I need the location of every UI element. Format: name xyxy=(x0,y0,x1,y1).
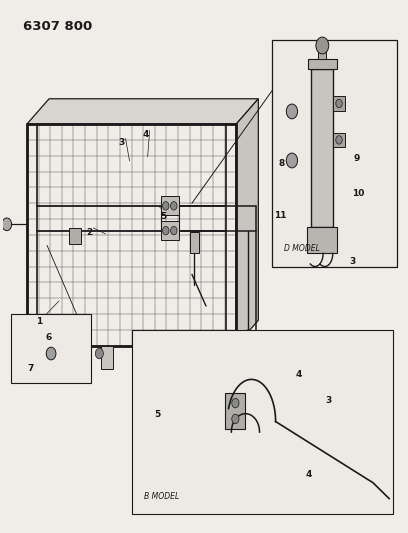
Circle shape xyxy=(171,201,177,210)
Circle shape xyxy=(171,227,177,235)
Circle shape xyxy=(162,201,169,210)
Polygon shape xyxy=(236,99,258,345)
Bar xyxy=(307,227,337,253)
Circle shape xyxy=(336,136,342,144)
Text: 10: 10 xyxy=(352,189,364,198)
Bar xyxy=(333,133,345,147)
Text: 11: 11 xyxy=(274,211,286,220)
Bar xyxy=(311,69,333,227)
Circle shape xyxy=(286,153,297,168)
Text: B MODEL: B MODEL xyxy=(144,492,179,501)
Text: 5: 5 xyxy=(155,410,161,419)
Text: D MODEL: D MODEL xyxy=(284,244,320,253)
Bar xyxy=(308,59,337,69)
Bar xyxy=(11,314,91,383)
Circle shape xyxy=(316,37,329,54)
Text: 6: 6 xyxy=(46,333,52,342)
Circle shape xyxy=(47,348,55,359)
Text: 5: 5 xyxy=(161,212,167,221)
Circle shape xyxy=(286,104,297,119)
Bar xyxy=(333,96,345,111)
Circle shape xyxy=(2,218,12,231)
Bar xyxy=(190,232,199,253)
Bar xyxy=(225,393,246,430)
Circle shape xyxy=(232,414,239,424)
Bar xyxy=(174,345,186,369)
Circle shape xyxy=(135,348,144,359)
Polygon shape xyxy=(27,99,258,124)
Circle shape xyxy=(95,348,103,359)
Bar xyxy=(273,39,397,266)
Text: 8: 8 xyxy=(279,159,285,168)
Circle shape xyxy=(232,398,239,408)
Text: 4: 4 xyxy=(142,130,149,139)
Bar xyxy=(101,345,113,369)
Text: 3: 3 xyxy=(118,138,124,147)
Text: 6307 800: 6307 800 xyxy=(23,20,92,33)
Text: 1: 1 xyxy=(36,317,42,326)
Bar xyxy=(318,47,326,59)
Bar xyxy=(41,345,53,369)
Text: 9: 9 xyxy=(354,154,360,163)
Bar xyxy=(161,221,179,240)
Bar xyxy=(69,228,81,244)
Text: 4: 4 xyxy=(295,370,302,379)
Bar xyxy=(131,330,393,514)
Bar xyxy=(161,196,179,215)
Circle shape xyxy=(162,227,169,235)
Text: 3: 3 xyxy=(350,257,356,266)
Text: 4: 4 xyxy=(306,470,312,479)
Text: 3: 3 xyxy=(326,397,332,406)
Text: 2: 2 xyxy=(86,228,93,237)
Text: 7: 7 xyxy=(27,364,33,373)
Circle shape xyxy=(336,99,342,108)
Circle shape xyxy=(46,347,56,360)
Circle shape xyxy=(176,348,184,359)
